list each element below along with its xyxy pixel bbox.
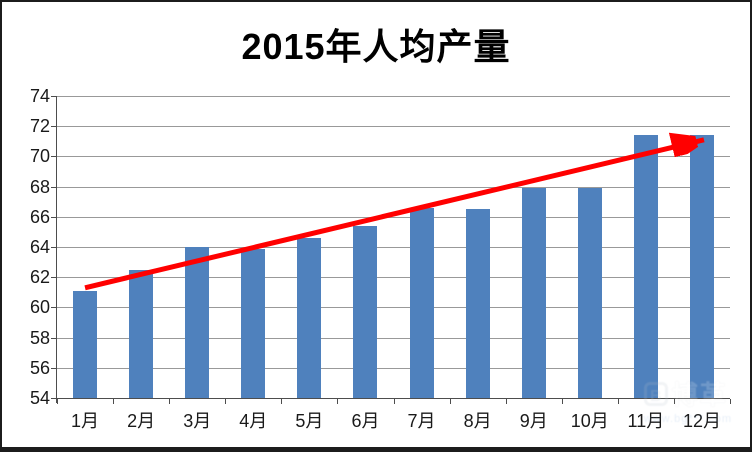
y-axis-tick: [51, 186, 56, 188]
gridline: [57, 277, 730, 279]
y-tick-label: 64: [29, 237, 50, 257]
x-axis-tick: [281, 399, 283, 404]
y-axis-line: [56, 96, 57, 403]
y-axis-tick: [51, 96, 56, 97]
y-tick-label: 62: [29, 267, 50, 288]
x-axis-tick: [113, 399, 115, 404]
x-tick-label: 2月: [127, 411, 156, 431]
bar-7月: [409, 207, 434, 398]
bar-3月: [185, 247, 210, 398]
y-tick-label: 54: [29, 388, 50, 408]
x-tick-label: 5月: [295, 411, 324, 431]
bar-2月: [129, 269, 154, 398]
gridline: [57, 96, 730, 97]
y-axis-tick: [51, 216, 56, 218]
x-tick-label: 3月: [183, 411, 212, 431]
gridline: [57, 398, 730, 399]
x-axis-tick: [730, 399, 731, 404]
x-axis-tick: [561, 399, 563, 404]
y-tick-label: 74: [29, 86, 50, 106]
gridline: [57, 216, 730, 218]
bar-9月: [521, 188, 546, 398]
y-tick-label: 56: [29, 357, 50, 378]
x-tick-label: 11月: [627, 411, 665, 431]
y-tick-label: 60: [29, 297, 50, 318]
y-axis-tick: [51, 277, 56, 279]
y-axis-tick: [51, 307, 56, 309]
gridline: [57, 307, 730, 309]
x-axis-tick: [337, 399, 339, 404]
plot-area: [57, 96, 730, 399]
bar-4月: [241, 248, 266, 398]
gridline: [57, 156, 730, 158]
x-tick-label: 7月: [407, 411, 436, 431]
x-tick-label: 12月: [682, 411, 721, 431]
y-axis-tick: [51, 398, 56, 399]
x-axis-tick: [617, 399, 619, 404]
y-axis-tick: [51, 156, 56, 158]
gridline: [57, 126, 730, 128]
x-tick-label: 8月: [463, 411, 492, 431]
bar-12月: [689, 135, 714, 398]
x-tick-label: 6月: [351, 411, 380, 431]
y-axis-tick: [51, 337, 56, 339]
y-tick-label: 58: [29, 327, 50, 348]
x-axis-tick: [169, 399, 171, 404]
x-axis-tick: [57, 399, 58, 404]
y-axis-tick: [51, 126, 56, 128]
y-tick-label: 72: [29, 116, 50, 137]
y-tick-label: 70: [29, 146, 50, 167]
x-tick-label: 1月: [71, 411, 100, 431]
x-tick-label: 9月: [519, 411, 548, 431]
x-axis-tick: [225, 399, 227, 404]
chart-title: 2015年人均产量: [241, 26, 511, 67]
bar-8月: [465, 209, 490, 398]
bar-5月: [297, 237, 322, 398]
y-tick-label: 66: [29, 206, 50, 227]
x-axis-tick: [393, 399, 395, 404]
x-tick-label: 4月: [239, 411, 268, 431]
x-tick-label: 10月: [570, 411, 609, 431]
x-axis-tick: [673, 399, 675, 404]
x-axis-tick: [449, 399, 451, 404]
bar-10月: [577, 188, 602, 398]
bar-1月: [73, 290, 98, 398]
gridline: [57, 247, 730, 248]
x-axis-tick: [505, 399, 507, 404]
y-axis-tick: [51, 367, 56, 369]
bar-6月: [353, 225, 378, 398]
bar-11月: [633, 135, 658, 398]
gridline: [57, 337, 730, 339]
gridline: [57, 367, 730, 369]
y-tick-label: 68: [29, 176, 50, 197]
gridline: [57, 186, 730, 188]
y-axis-tick: [51, 247, 56, 248]
